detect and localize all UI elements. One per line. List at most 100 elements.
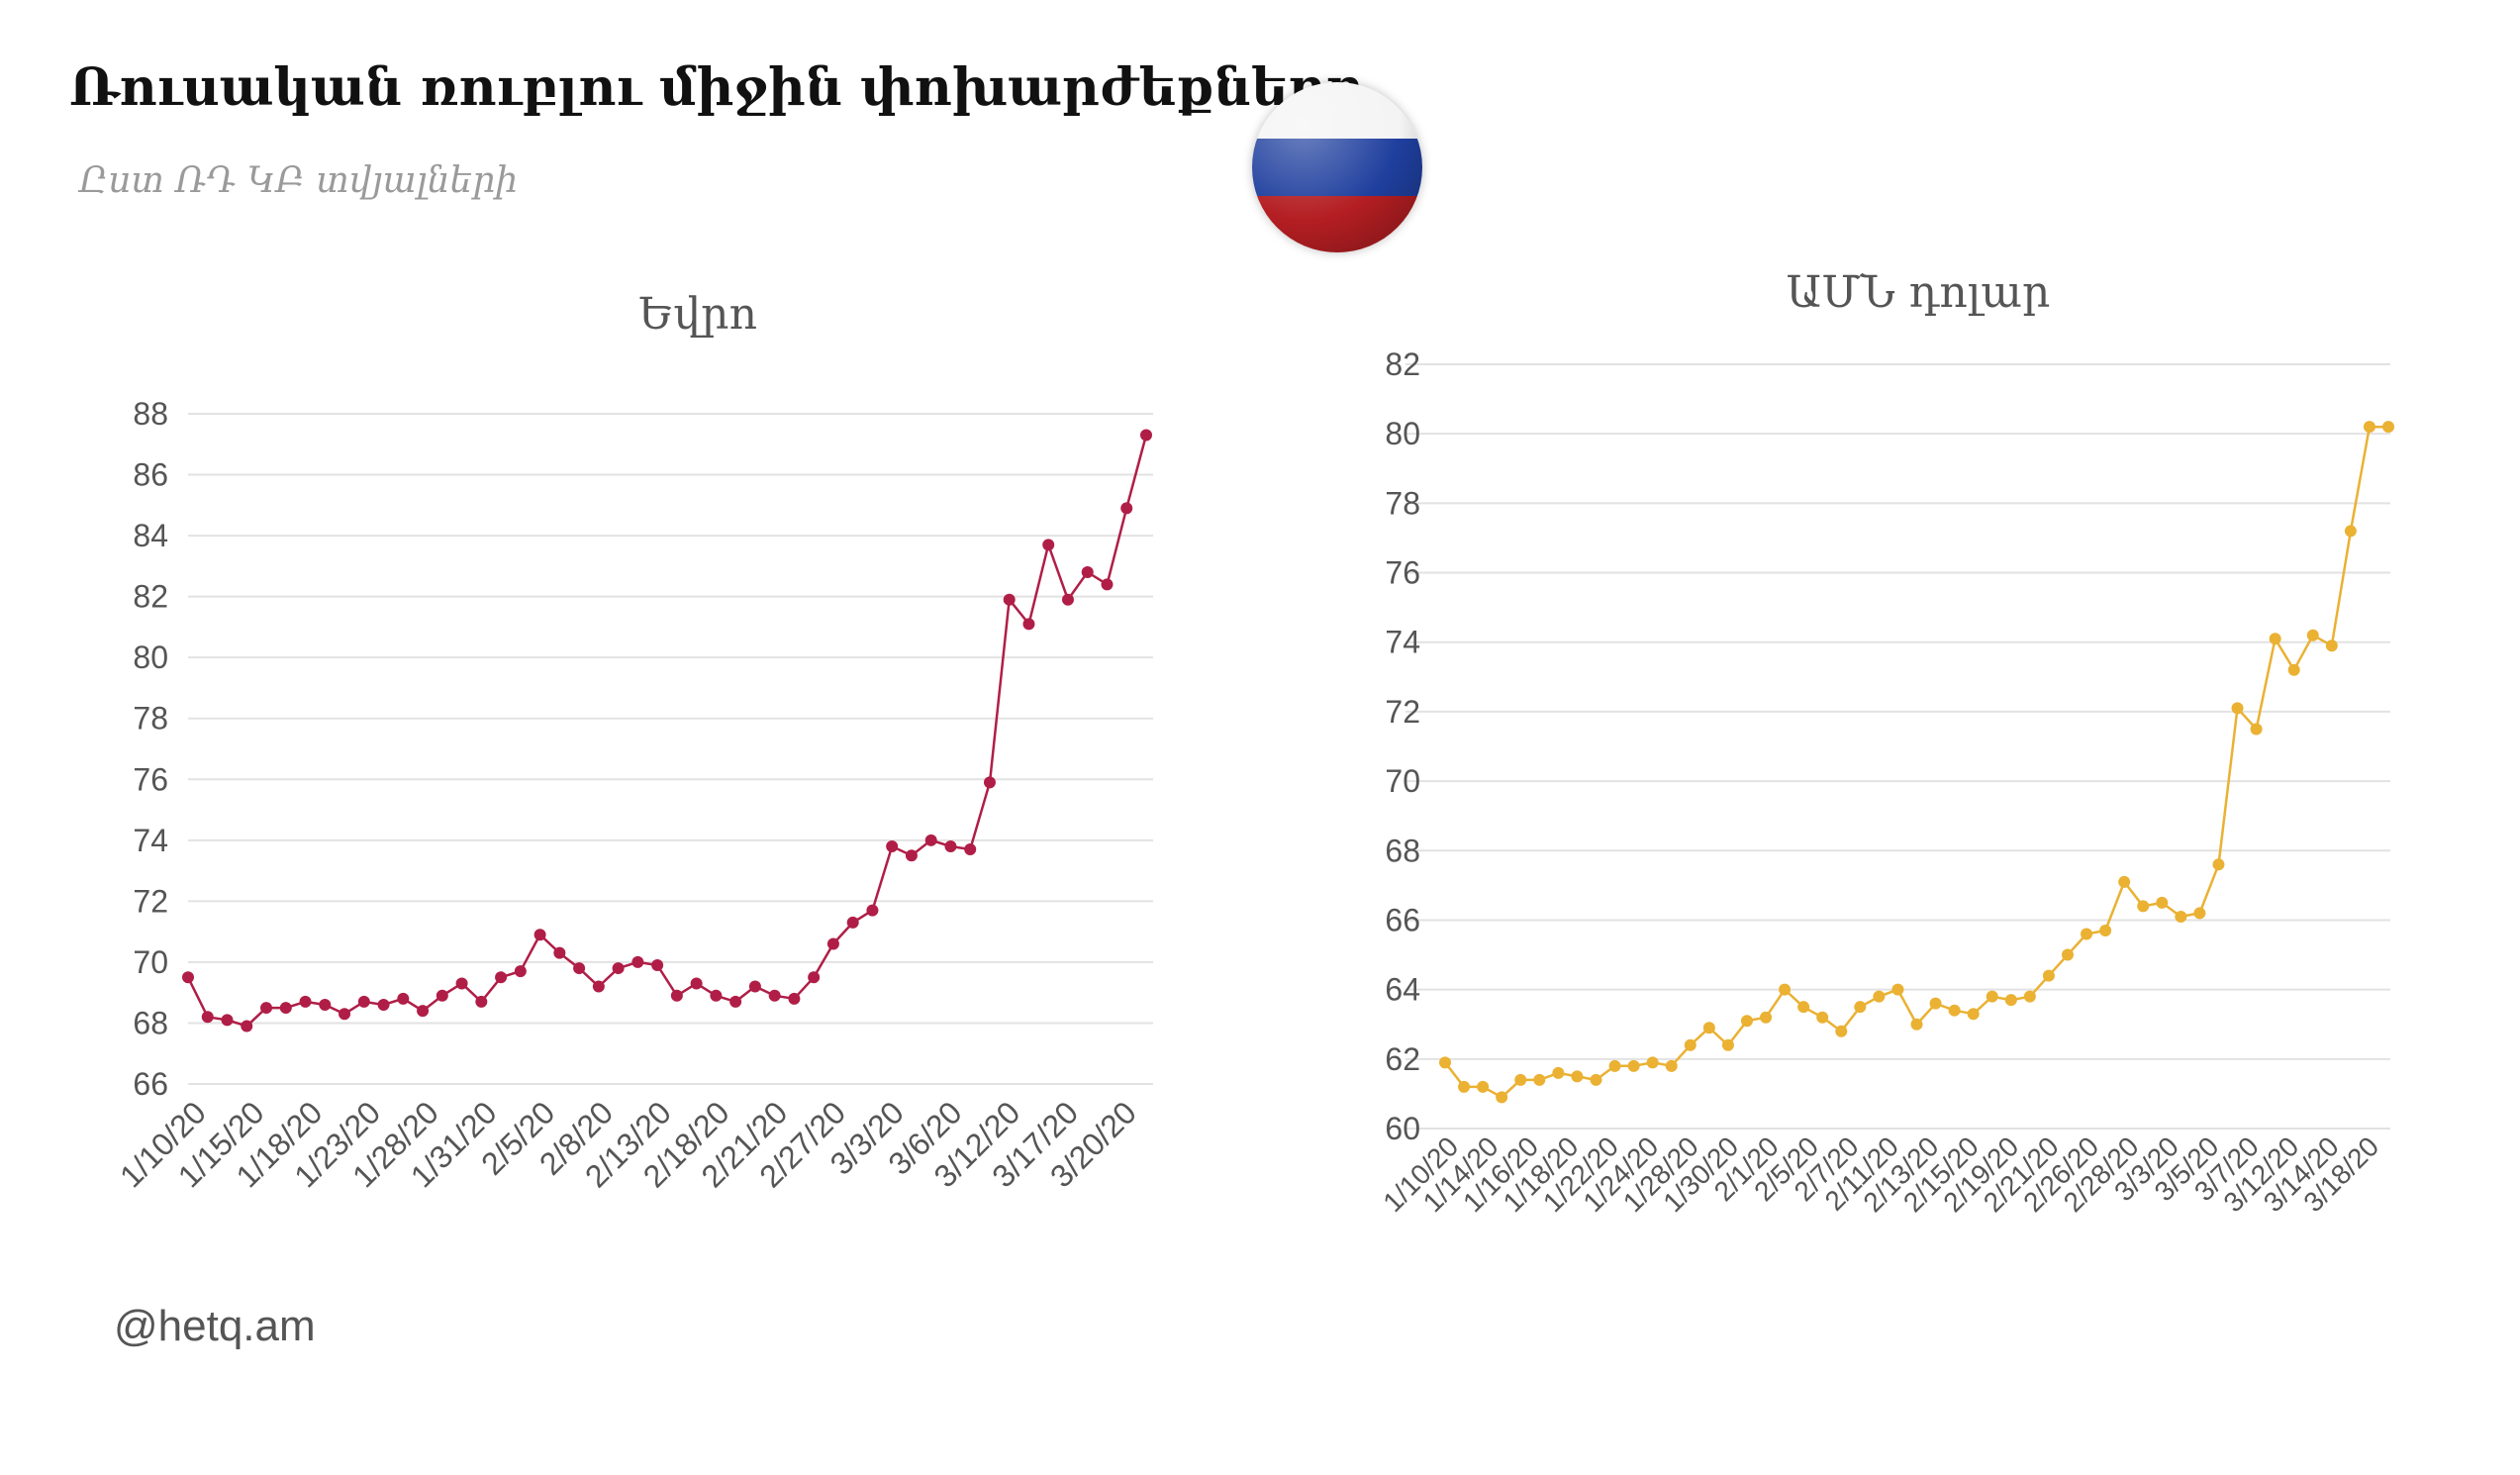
usd-data-point: [1627, 1059, 1640, 1072]
usd-data-point: [2287, 663, 2300, 676]
euro-data-point: [1140, 429, 1152, 442]
usd-data-point: [2081, 928, 2093, 940]
usd-data-point: [2325, 639, 2338, 652]
euro-y-tick-label: 80: [133, 639, 168, 675]
euro-data-point: [592, 980, 605, 993]
usd-data-point: [1439, 1056, 1451, 1069]
euro-data-point: [1022, 618, 1035, 631]
usd-data-point: [2231, 702, 2244, 715]
euro-data-point: [397, 992, 410, 1005]
euro-data-point: [1101, 578, 1114, 591]
usd-y-tick-label: 82: [1385, 346, 1420, 382]
usd-data-point: [1684, 1038, 1696, 1051]
euro-data-point: [944, 839, 957, 852]
euro-data-point: [260, 1002, 273, 1015]
euro-data-point: [1061, 593, 1074, 606]
usd-data-point: [2344, 525, 2357, 538]
euro-y-tick-label: 88: [133, 396, 168, 432]
euro-data-point: [808, 971, 821, 984]
euro-y-tick-label: 72: [133, 883, 168, 919]
euro-data-point: [964, 843, 977, 856]
usd-data-point: [1873, 990, 1886, 1003]
usd-y-tick-label: 74: [1385, 625, 1420, 660]
euro-data-point: [475, 995, 488, 1008]
usd-data-point: [2099, 924, 2112, 936]
usd-data-point: [2156, 896, 2169, 909]
usd-data-point: [2250, 723, 2263, 736]
usd-data-point: [1458, 1080, 1471, 1093]
usd-data-point: [1477, 1080, 1490, 1093]
usd-data-point: [2061, 948, 2074, 961]
usd-data-point: [2042, 969, 2055, 982]
euro-data-point: [573, 962, 586, 975]
euro-data-point: [201, 1011, 214, 1024]
usd-data-point: [2269, 633, 2281, 645]
euro-data-point: [651, 958, 664, 971]
euro-y-tick-label: 68: [133, 1005, 168, 1040]
euro-data-point: [690, 977, 703, 990]
euro-data-point: [846, 916, 859, 929]
usd-data-point: [1948, 1004, 1961, 1017]
euro-y-tick-label: 66: [133, 1066, 168, 1102]
euro-data-point: [729, 995, 742, 1008]
usd-data-point: [2137, 900, 2150, 913]
euro-data-point: [1120, 502, 1133, 515]
usd-data-point: [2382, 421, 2394, 434]
euro-data-point: [1081, 566, 1094, 579]
euro-data-point: [748, 980, 761, 993]
usd-data-point: [1590, 1073, 1602, 1086]
euro-y-tick-label: 84: [133, 518, 168, 553]
euro-y-tick-label: 76: [133, 761, 168, 797]
euro-data-point: [357, 995, 370, 1008]
usd-data-point: [1721, 1038, 1734, 1051]
usd-data-point: [1854, 1001, 1867, 1014]
usd-y-tick-label: 80: [1385, 416, 1420, 451]
usd-y-tick-label: 62: [1385, 1041, 1420, 1077]
usd-data-point: [1740, 1015, 1753, 1028]
euro-data-point: [495, 971, 508, 984]
usd-y-tick-label: 76: [1385, 555, 1420, 591]
usd-data-point: [2004, 994, 2017, 1007]
usd-y-tick-label: 70: [1385, 763, 1420, 799]
usd-data-point: [1665, 1059, 1678, 1072]
usd-data-point: [1571, 1070, 1584, 1083]
euro-chart-title: Եվրո: [638, 289, 757, 340]
euro-y-tick-label: 74: [133, 823, 168, 858]
euro-data-point: [768, 989, 781, 1002]
euro-data-point: [553, 946, 566, 959]
usd-data-point: [2118, 875, 2131, 888]
usd-data-point: [1514, 1073, 1527, 1086]
usd-data-point: [1835, 1025, 1848, 1037]
euro-data-point: [514, 965, 527, 978]
usd-data-point: [1779, 983, 1792, 996]
usd-data-point: [1797, 1001, 1810, 1014]
euro-data-point: [299, 995, 312, 1008]
euro-data-point: [710, 989, 723, 1002]
euro-data-point: [221, 1014, 234, 1027]
euro-y-tick-label: 82: [133, 579, 168, 615]
usd-data-point: [1646, 1056, 1659, 1069]
euro-data-point: [826, 937, 839, 950]
usd-data-point: [1910, 1018, 1923, 1031]
euro-data-point: [339, 1008, 351, 1021]
euro-data-point: [886, 839, 899, 852]
usd-data-point: [1608, 1059, 1621, 1072]
usd-data-point: [2023, 990, 2036, 1003]
euro-data-point: [417, 1005, 430, 1018]
usd-data-point: [2193, 907, 2206, 920]
usd-data-point: [1967, 1008, 1980, 1021]
usd-y-tick-label: 68: [1385, 833, 1420, 868]
euro-series-line: [186, 435, 1148, 1028]
euro-data-point: [905, 849, 918, 862]
euro-data-point: [788, 992, 801, 1005]
page-subtitle: Ըստ ՌԴ ԿԲ տվյալների: [79, 160, 519, 201]
usd-data-point: [2212, 858, 2225, 871]
usd-data-point: [2306, 629, 2319, 641]
usd-y-tick-label: 64: [1385, 972, 1420, 1008]
usd-y-tick-label: 60: [1385, 1111, 1420, 1146]
usd-data-point: [1702, 1022, 1715, 1034]
euro-data-point: [631, 955, 644, 968]
euro-data-point: [436, 989, 448, 1002]
euro-y-tick-label: 86: [133, 457, 168, 493]
